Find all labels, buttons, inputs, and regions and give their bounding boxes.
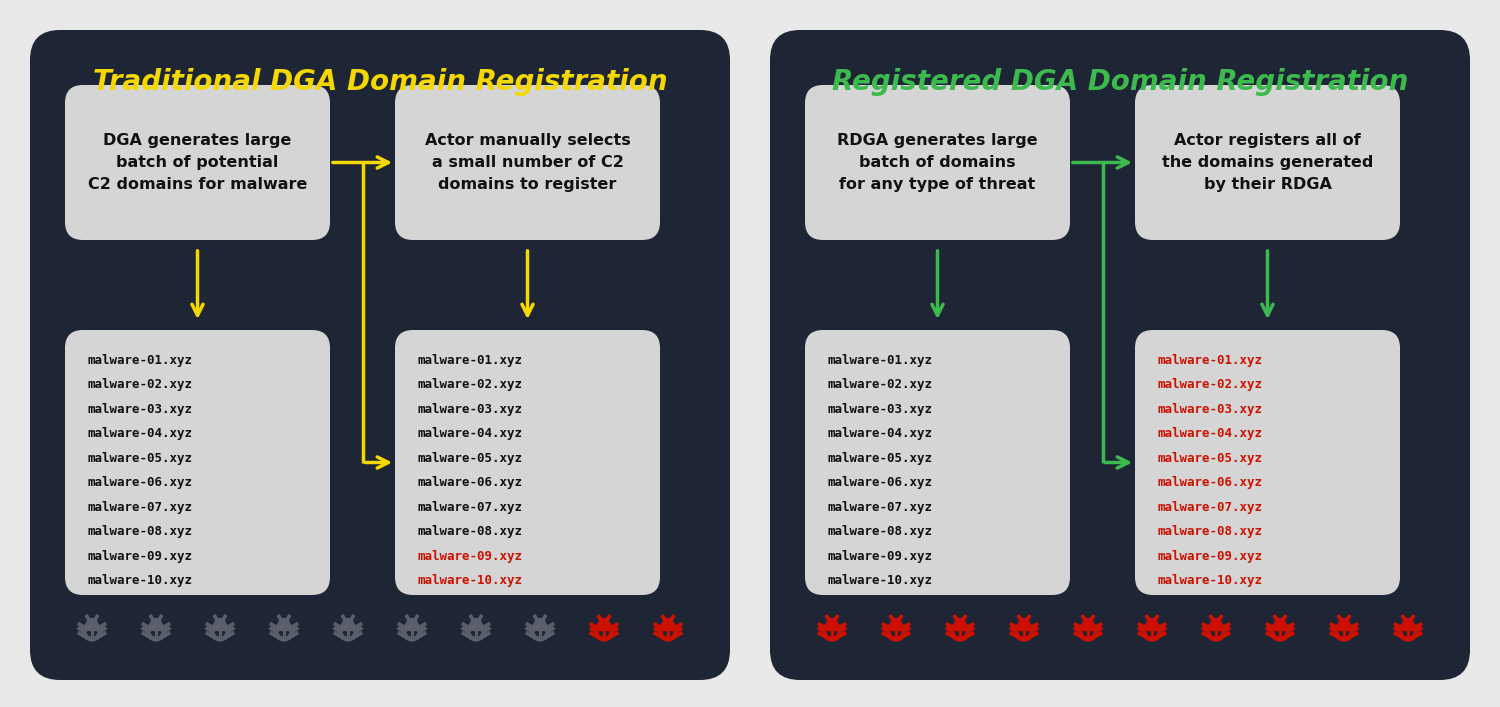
FancyBboxPatch shape [770, 30, 1470, 680]
Text: malware-06.xyz: malware-06.xyz [87, 477, 192, 489]
Text: malware-01.xyz: malware-01.xyz [87, 354, 192, 367]
FancyBboxPatch shape [30, 30, 730, 680]
Text: malware-08.xyz: malware-08.xyz [87, 525, 192, 538]
FancyBboxPatch shape [806, 330, 1070, 595]
Text: malware-04.xyz: malware-04.xyz [1156, 427, 1262, 440]
Text: malware-02.xyz: malware-02.xyz [1156, 378, 1262, 391]
Text: malware-05.xyz: malware-05.xyz [1156, 452, 1262, 464]
Text: malware-07.xyz: malware-07.xyz [417, 501, 522, 514]
Text: malware-02.xyz: malware-02.xyz [827, 378, 932, 391]
Text: malware-10.xyz: malware-10.xyz [1156, 574, 1262, 588]
Text: malware-07.xyz: malware-07.xyz [87, 501, 192, 514]
Text: malware-08.xyz: malware-08.xyz [827, 525, 932, 538]
Text: malware-06.xyz: malware-06.xyz [1156, 477, 1262, 489]
Text: malware-09.xyz: malware-09.xyz [87, 550, 192, 563]
Text: malware-04.xyz: malware-04.xyz [87, 427, 192, 440]
Text: malware-03.xyz: malware-03.xyz [827, 403, 932, 416]
Text: malware-01.xyz: malware-01.xyz [1156, 354, 1262, 367]
FancyBboxPatch shape [64, 85, 330, 240]
Text: malware-03.xyz: malware-03.xyz [1156, 403, 1262, 416]
FancyBboxPatch shape [394, 330, 660, 595]
Text: malware-04.xyz: malware-04.xyz [417, 427, 522, 440]
FancyBboxPatch shape [806, 85, 1070, 240]
Text: malware-10.xyz: malware-10.xyz [827, 574, 932, 588]
Text: malware-01.xyz: malware-01.xyz [417, 354, 522, 367]
Text: malware-09.xyz: malware-09.xyz [1156, 550, 1262, 563]
FancyBboxPatch shape [1136, 85, 1400, 240]
Text: malware-04.xyz: malware-04.xyz [827, 427, 932, 440]
Text: malware-10.xyz: malware-10.xyz [417, 574, 522, 588]
Text: malware-10.xyz: malware-10.xyz [87, 574, 192, 588]
Text: malware-06.xyz: malware-06.xyz [417, 477, 522, 489]
Text: malware-03.xyz: malware-03.xyz [87, 403, 192, 416]
Text: Actor manually selects
a small number of C2
domains to register: Actor manually selects a small number of… [424, 133, 630, 192]
Text: malware-08.xyz: malware-08.xyz [1156, 525, 1262, 538]
FancyBboxPatch shape [394, 85, 660, 240]
Text: malware-08.xyz: malware-08.xyz [417, 525, 522, 538]
Text: malware-06.xyz: malware-06.xyz [827, 477, 932, 489]
Text: malware-09.xyz: malware-09.xyz [827, 550, 932, 563]
Text: malware-07.xyz: malware-07.xyz [1156, 501, 1262, 514]
Text: RDGA generates large
batch of domains
for any type of threat: RDGA generates large batch of domains fo… [837, 133, 1038, 192]
Text: malware-02.xyz: malware-02.xyz [417, 378, 522, 391]
Text: Registered DGA Domain Registration: Registered DGA Domain Registration [833, 68, 1408, 96]
Text: malware-05.xyz: malware-05.xyz [87, 452, 192, 464]
Text: Traditional DGA Domain Registration: Traditional DGA Domain Registration [93, 68, 668, 96]
Text: DGA generates large
batch of potential
C2 domains for malware: DGA generates large batch of potential C… [88, 133, 308, 192]
Text: malware-02.xyz: malware-02.xyz [87, 378, 192, 391]
Text: malware-05.xyz: malware-05.xyz [827, 452, 932, 464]
Text: malware-03.xyz: malware-03.xyz [417, 403, 522, 416]
Text: malware-07.xyz: malware-07.xyz [827, 501, 932, 514]
Text: Actor registers all of
the domains generated
by their RDGA: Actor registers all of the domains gener… [1162, 133, 1372, 192]
Text: malware-01.xyz: malware-01.xyz [827, 354, 932, 367]
Text: malware-09.xyz: malware-09.xyz [417, 550, 522, 563]
Text: malware-05.xyz: malware-05.xyz [417, 452, 522, 464]
FancyBboxPatch shape [64, 330, 330, 595]
FancyBboxPatch shape [1136, 330, 1400, 595]
